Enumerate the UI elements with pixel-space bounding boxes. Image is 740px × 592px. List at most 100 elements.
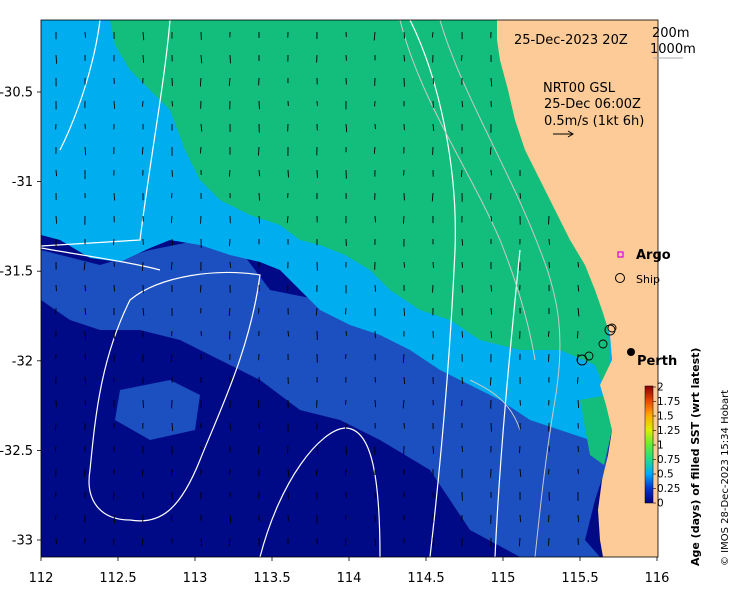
mid-blue-region xyxy=(41,240,610,557)
ship-legend-marker xyxy=(615,273,625,283)
colorbar-tick-label: 1.75 xyxy=(657,396,680,408)
current-arrow xyxy=(490,284,493,292)
current-arrow xyxy=(519,514,522,523)
colorbar-tick-label: 0 xyxy=(657,498,664,510)
current-arrow xyxy=(84,307,87,315)
current-arrow xyxy=(315,307,318,316)
current-arrow xyxy=(55,169,58,177)
current-arrow xyxy=(374,284,377,292)
current-arrow xyxy=(461,238,464,246)
contour-200-label: 200m xyxy=(652,26,689,41)
current-arrow xyxy=(344,537,347,546)
current-arrow xyxy=(229,514,232,524)
current-arrow xyxy=(258,192,261,201)
current-arrow xyxy=(547,330,550,337)
current-arrow xyxy=(200,54,203,64)
green-region xyxy=(110,20,610,390)
current-arrow xyxy=(519,445,521,454)
current-arrow xyxy=(55,422,57,432)
x-tick-label: 113.5 xyxy=(253,571,290,586)
x-tick-label: 116 xyxy=(645,571,670,586)
current-arrow xyxy=(258,146,260,156)
current-arrow xyxy=(112,491,115,500)
current-arrow xyxy=(490,77,493,87)
contour-line xyxy=(399,20,536,361)
current-arrow xyxy=(374,376,376,383)
current-arrow xyxy=(142,491,144,499)
current-arrow xyxy=(548,261,550,269)
current-arrow xyxy=(374,399,377,408)
contour-line xyxy=(439,20,561,557)
y-tick-label: -32.5 xyxy=(0,444,33,459)
current-arrow xyxy=(461,330,464,338)
x-tick-label: 114.5 xyxy=(407,571,444,586)
plot-frame xyxy=(40,19,659,558)
current-arrow xyxy=(547,468,550,475)
current-arrow xyxy=(113,284,115,292)
contour-line xyxy=(41,20,171,247)
contour-line xyxy=(469,379,521,431)
contour-line xyxy=(41,247,161,271)
ship-track xyxy=(576,323,617,366)
current-arrow xyxy=(287,468,290,477)
current-arrow xyxy=(142,54,145,63)
current-arrow xyxy=(577,514,580,523)
colorbar-tick-label: 0.25 xyxy=(657,483,680,495)
current-arrow xyxy=(403,215,405,224)
x-tick-label: 114 xyxy=(337,571,362,586)
credit-label: © IMOS 28-Dec-2023 15:34 Hobart xyxy=(720,390,731,566)
current-arrow xyxy=(171,100,173,107)
perth-label: Perth xyxy=(637,354,677,369)
colorbar-tick-label: 0.75 xyxy=(657,454,680,466)
mid-blue-patch xyxy=(115,380,200,440)
x-tick-label: 115.5 xyxy=(561,571,598,586)
current-arrow xyxy=(402,399,405,409)
current-arrow xyxy=(113,238,115,246)
x-tick-label: 112.5 xyxy=(99,571,136,586)
current-arrow xyxy=(113,192,116,201)
current-arrow xyxy=(55,445,57,452)
current-arrow xyxy=(432,77,435,85)
current-arrow xyxy=(374,215,376,223)
current-arrow xyxy=(403,54,406,62)
current-arrow xyxy=(286,215,289,224)
contour-line xyxy=(259,427,381,557)
current-arrow xyxy=(200,537,203,547)
contour-1000-label: 1000m xyxy=(650,42,696,57)
colorbar-tick-label: 1.5 xyxy=(657,411,674,423)
current-arrow xyxy=(490,330,493,338)
perth-marker xyxy=(627,348,635,356)
current-arrow xyxy=(287,330,290,337)
y-tick-label: -30.5 xyxy=(0,86,33,101)
current-arrow xyxy=(403,307,406,316)
current-arrow xyxy=(432,491,435,498)
current-scale-label: 0.5m/s (1kt 6h) xyxy=(544,114,644,129)
current-arrow xyxy=(170,215,173,224)
contour-line xyxy=(494,249,521,557)
current-arrow xyxy=(461,100,464,108)
contour-line xyxy=(409,20,456,557)
current-arrow xyxy=(83,261,86,271)
current-arrow xyxy=(373,146,376,154)
current-vectors xyxy=(55,31,580,547)
y-tick-label: -31.5 xyxy=(0,265,33,280)
current-arrow xyxy=(287,169,289,178)
current-model-label: NRT00 GSL xyxy=(543,81,616,96)
current-arrow xyxy=(84,376,87,385)
current-arrow xyxy=(577,284,580,292)
current-arrow xyxy=(142,307,145,316)
contours-200m xyxy=(399,20,561,557)
current-arrow xyxy=(84,146,87,156)
current-arrow xyxy=(345,123,348,133)
current-arrow xyxy=(113,100,116,109)
argo-label: Argo xyxy=(636,248,671,263)
ship-label: Ship xyxy=(636,273,660,286)
current-arrow xyxy=(518,537,521,547)
current-arrow xyxy=(316,445,319,454)
current-arrow xyxy=(461,261,463,268)
current-arrow xyxy=(142,31,145,41)
current-arrow xyxy=(55,54,58,64)
current-arrow xyxy=(519,468,522,477)
date-label: 25-Dec-2023 20Z xyxy=(514,33,628,48)
current-arrow xyxy=(490,307,493,315)
